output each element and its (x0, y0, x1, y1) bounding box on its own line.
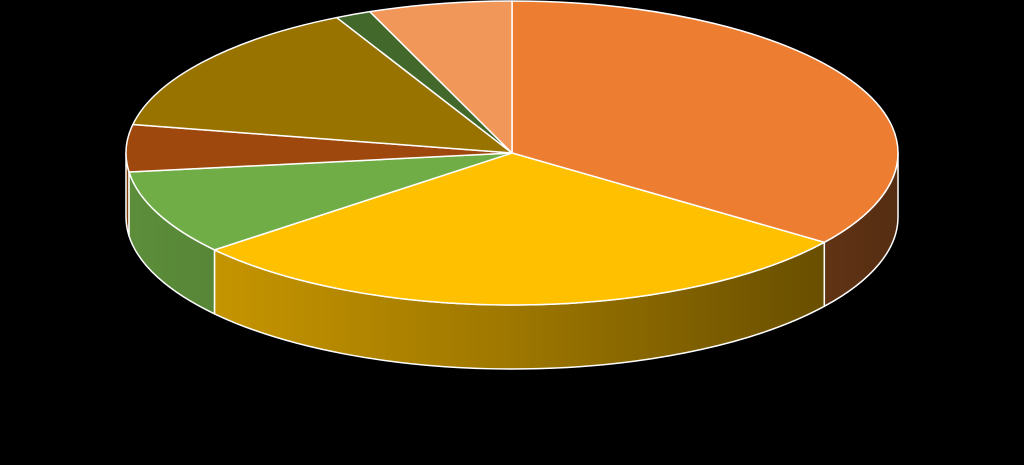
pie-slice-3[interactable] (128, 152, 513, 251)
pie-slice-5[interactable] (132, 16, 513, 154)
pie-slice-7[interactable] (369, 0, 513, 154)
pie-slice-1[interactable] (511, 0, 899, 244)
pie-top-layer (125, 0, 899, 306)
pie-slice-2[interactable] (213, 152, 826, 306)
